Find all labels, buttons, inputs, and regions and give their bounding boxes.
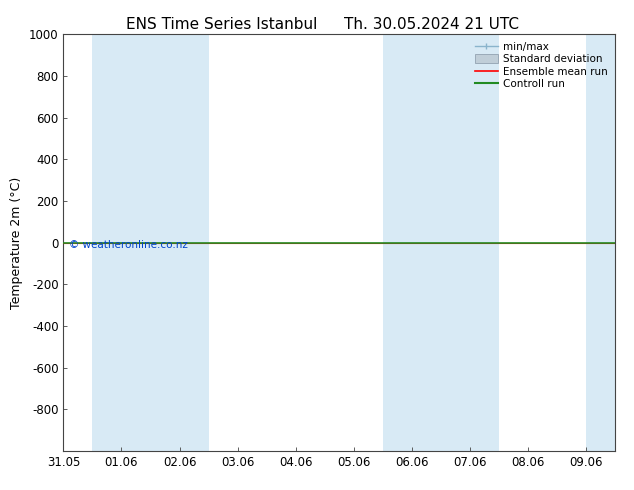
Text: © weatheronline.co.nz: © weatheronline.co.nz (69, 241, 188, 250)
Bar (150, 34, 209, 451)
Bar (93, 34, 150, 451)
Y-axis label: Temperature 2m (°C): Temperature 2m (°C) (10, 176, 23, 309)
Bar (383, 34, 441, 451)
Text: Th. 30.05.2024 21 UTC: Th. 30.05.2024 21 UTC (344, 17, 519, 32)
Bar (586, 34, 615, 451)
Text: ENS Time Series Istanbul: ENS Time Series Istanbul (126, 17, 318, 32)
Legend: min/max, Standard deviation, Ensemble mean run, Controll run: min/max, Standard deviation, Ensemble me… (473, 40, 610, 92)
Bar (441, 34, 499, 451)
